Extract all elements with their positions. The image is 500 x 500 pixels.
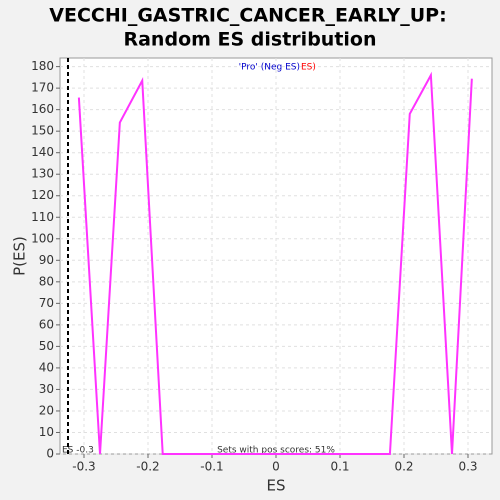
- y-tick-label: 20: [39, 403, 54, 417]
- y-tick-label: 60: [39, 317, 54, 331]
- x-tick-label: -0.1: [200, 460, 223, 474]
- x-tick-label: 0.1: [330, 460, 349, 474]
- y-tick-label: 120: [31, 188, 54, 202]
- y-tick-label: 30: [39, 382, 54, 396]
- x-tick-label: -0.3: [72, 460, 95, 474]
- chart-subtitle: Random ES distribution: [123, 29, 376, 51]
- y-tick-label: 160: [31, 102, 54, 116]
- y-tick-label: 130: [31, 167, 54, 181]
- x-tick-label: -0.2: [136, 460, 159, 474]
- y-tick-label: 170: [31, 81, 54, 95]
- legend-red: ES): [301, 63, 316, 73]
- y-tick-label: 110: [31, 210, 54, 224]
- annotation: Sets with pos scores: 51%: [217, 446, 335, 456]
- series-line: [77, 71, 473, 455]
- y-tick-label: 180: [31, 59, 54, 73]
- y-tick-label: 90: [39, 253, 54, 267]
- y-axis-label: P(ES): [11, 236, 29, 276]
- x-axis-label: ES: [267, 477, 286, 495]
- y-tick-label: 80: [39, 274, 54, 288]
- y-tick-label: 40: [39, 360, 54, 374]
- x-tick-label: 0: [272, 460, 280, 474]
- y-tick-label: 140: [31, 145, 54, 159]
- x-tick-label: 0.3: [458, 460, 477, 474]
- y-tick-label: 70: [39, 296, 54, 310]
- y-tick-label: 150: [31, 124, 54, 138]
- chart-title: VECCHI_GASTRIC_CANCER_EARLY_UP:: [49, 5, 446, 27]
- y-tick-label: 10: [39, 425, 54, 439]
- y-tick-label: 0: [46, 447, 54, 461]
- y-tick-label: 100: [31, 231, 54, 245]
- marker-label: ES -0.3: [62, 446, 94, 456]
- legend-blue: 'Pro' (Neg ES): [239, 63, 300, 73]
- y-tick-label: 50: [39, 339, 54, 353]
- x-tick-label: 0.2: [394, 460, 413, 474]
